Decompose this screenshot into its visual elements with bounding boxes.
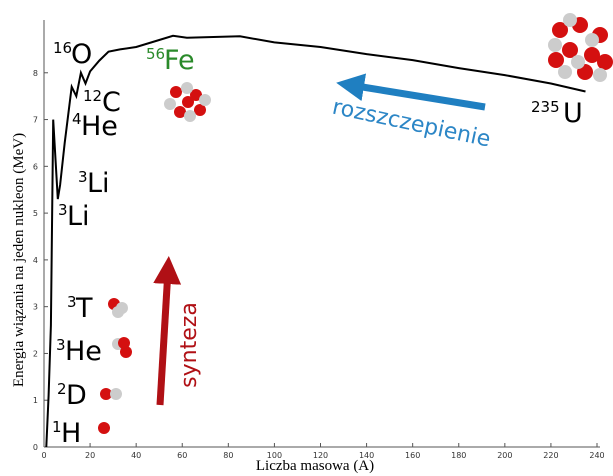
binding-curve — [45, 34, 586, 448]
symbol: He — [81, 111, 118, 142]
mass-number: 3 — [78, 168, 88, 186]
mass-number: 1 — [52, 418, 62, 436]
y-tick-label: 0 — [33, 443, 38, 452]
x-tick-label: 220 — [543, 451, 558, 460]
x-tick-label: 240 — [589, 451, 604, 460]
mass-number: 16 — [53, 39, 72, 57]
x-tick-label: 0 — [41, 451, 46, 460]
x-tick-label: 80 — [223, 451, 233, 460]
x-tick-label: 120 — [313, 451, 328, 460]
y-tick-label: 3 — [33, 303, 38, 312]
symbol: D — [66, 380, 87, 411]
x-axis-title: Liczba masowa (A) — [256, 458, 374, 474]
symbol: Fe — [164, 45, 195, 76]
mass-number: 3 — [56, 336, 66, 354]
symbol: C — [102, 87, 121, 118]
y-tick-label: 4 — [33, 256, 38, 265]
mass-number: 3 — [67, 293, 77, 311]
y-tick-label: 2 — [33, 349, 38, 358]
symbol: Li — [87, 168, 110, 199]
y-axis-title: Energia wiązania na jeden nukleon (MeV) — [11, 133, 27, 387]
x-tick-label: 200 — [497, 451, 512, 460]
symbol: He — [65, 336, 102, 367]
y-tick-label: 7 — [33, 116, 38, 125]
y-tick-label: 8 — [33, 69, 38, 78]
fusion-label: synteza — [177, 302, 202, 388]
x-tick-label: 180 — [451, 451, 466, 460]
x-tick-label: 140 — [359, 451, 374, 460]
nucleus-icons — [98, 13, 613, 434]
y-tick-label: 6 — [33, 162, 38, 171]
x-tick-label: 20 — [85, 451, 95, 460]
x-tick-label: 160 — [405, 451, 420, 460]
fission-arrow — [336, 73, 486, 111]
symbol: Li — [67, 201, 90, 232]
mass-number: 3 — [58, 201, 68, 219]
symbol: O — [71, 39, 92, 70]
mass-number: 2 — [57, 380, 67, 398]
mass-number: 56 — [146, 45, 165, 63]
mass-number: 4 — [72, 110, 82, 128]
mass-number: 12 — [83, 87, 102, 105]
mass-number: 235 — [531, 98, 560, 116]
fusion-arrow — [153, 256, 182, 406]
y-tick-label: 1 — [33, 396, 38, 405]
symbol: U — [563, 98, 583, 129]
x-tick-label: 60 — [177, 451, 187, 460]
x-tick-label: 100 — [267, 451, 282, 460]
symbol: H — [61, 418, 81, 449]
y-tick-label: 5 — [33, 209, 38, 218]
x-tick-label: 40 — [131, 451, 141, 460]
symbol: T — [75, 293, 93, 324]
